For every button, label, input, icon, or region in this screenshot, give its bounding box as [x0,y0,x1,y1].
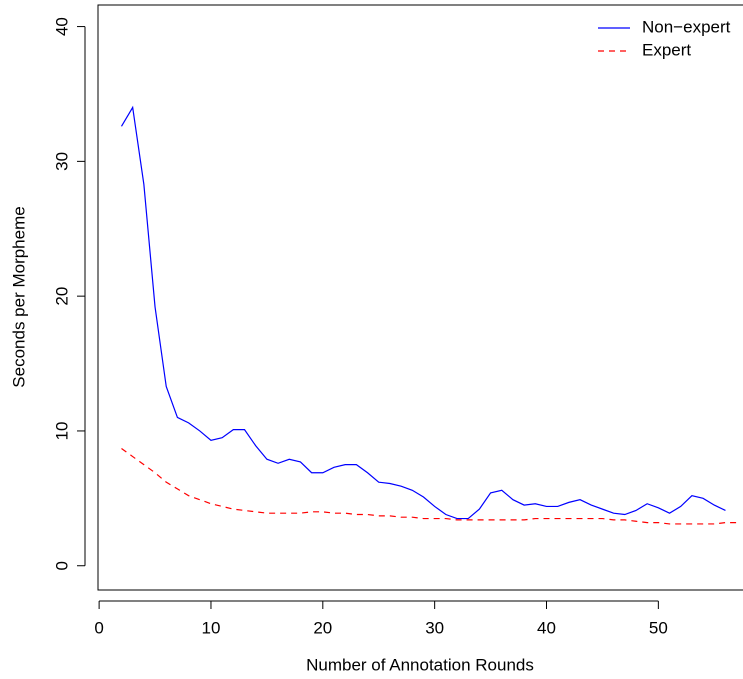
x-tick-label: 0 [94,618,103,637]
series-line [120,105,726,520]
y-tick-label: 10 [52,421,71,440]
legend-label: Non−expert [642,17,731,36]
x-tick-label: 10 [202,618,221,637]
y-axis-title: Seconds per Morpheme [9,206,28,387]
x-axis-title: Number of Annotation Rounds [306,655,534,674]
series-line [121,447,737,525]
x-tick-label: 30 [425,618,444,637]
y-tick-label: 0 [52,561,71,570]
y-tick-label: 20 [52,287,71,306]
x-tick-label: 20 [313,618,332,637]
x-tick-label: 40 [537,618,556,637]
legend-label: Expert [642,40,691,59]
plot-box [97,4,743,591]
y-tick-label: 30 [52,152,71,171]
x-tick-label: 50 [649,618,668,637]
y-tick-label: 40 [52,17,71,36]
plot-area [120,105,737,525]
